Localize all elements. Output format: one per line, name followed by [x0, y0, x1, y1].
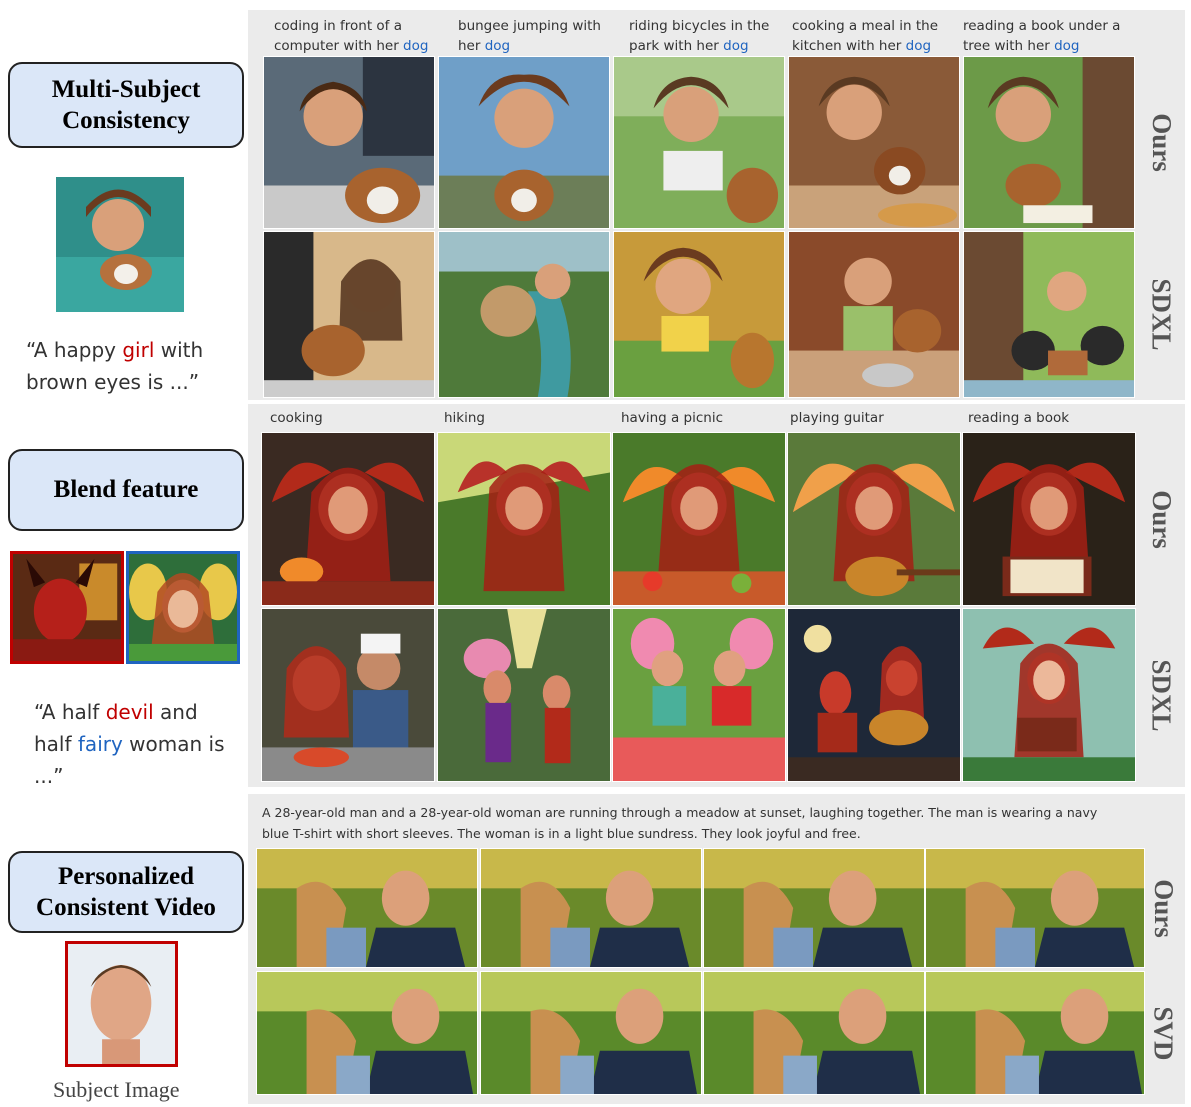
ours-blend-guitar-image [787, 432, 961, 606]
sdxl-reading-image [963, 231, 1135, 398]
caption-blend-picnic: having a picnic [621, 410, 724, 426]
label-line: Consistency [62, 107, 190, 134]
ours-video-frame-2 [480, 848, 702, 968]
row-label-text: Ours [1146, 489, 1177, 549]
sdxl-blend-reading-image [962, 608, 1136, 782]
video-caption: A 28-year-old man and a 28-year-old woma… [262, 805, 1098, 841]
sdxl-bicycle-image [613, 231, 785, 398]
label-line: Consistent Video [36, 894, 216, 921]
caption-highlight: dog [403, 38, 429, 54]
ours-video-frame-3 [703, 848, 925, 968]
ours-blend-reading-image [962, 432, 1136, 606]
prompt-highlight: girl [122, 338, 155, 362]
caption-cooking: cooking a meal in the kitchen with her d… [792, 16, 952, 56]
prompt-highlight: fairy [77, 732, 123, 756]
caption-text: reading a book under a tree with her [963, 18, 1121, 54]
blend-prompt: “A half devil and half fairy woman is ..… [34, 696, 234, 792]
prompt-text: and half [34, 700, 198, 756]
label-line: Blend feature [53, 476, 199, 504]
prompt-text: “A happy [26, 338, 123, 362]
personalized-video-label: Personalized Consistent Video [8, 851, 244, 933]
caption-text: bungee jumping with her [458, 18, 601, 54]
caption-text: riding bicycles in the park with her [629, 18, 770, 54]
svd-video-frame-1 [256, 971, 478, 1095]
subject-face-image [65, 941, 178, 1067]
caption-bicycles: riding bicycles in the park with her dog [629, 16, 789, 56]
ours-coding-image [263, 56, 435, 229]
caption-text: cooking a meal in the kitchen with her [792, 18, 939, 54]
prompt-highlight: devil [105, 700, 154, 724]
reference-girl-image [56, 177, 184, 312]
caption-highlight: dog [905, 38, 932, 54]
caption-coding: coding in front of a computer with her d… [274, 16, 434, 56]
row-label-text: SVD [1148, 1005, 1179, 1061]
row-label-video-svd: SVD [1143, 971, 1183, 1095]
sdxl-bungee-image [438, 231, 610, 398]
subject-image-caption: Subject Image [53, 1077, 180, 1102]
row-label-text: Ours [1148, 878, 1179, 938]
sdxl-blend-cooking-image [261, 608, 435, 782]
row-label-ours: Ours [1141, 56, 1181, 229]
ours-reading-image [963, 56, 1135, 229]
caption-blend-cooking: cooking [270, 410, 323, 426]
row-label-text: SDXL [1146, 278, 1177, 351]
row-label-blend-ours: Ours [1141, 432, 1181, 606]
sdxl-blend-picnic-image [612, 608, 786, 782]
caption-blend-guitar: playing guitar [790, 410, 884, 426]
sdxl-cooking-image [788, 231, 960, 398]
row-label-video-ours: Ours [1143, 848, 1183, 968]
prompt-text: with brown eyes is ...” [26, 338, 204, 394]
caption-highlight: dog [484, 38, 511, 54]
svd-video-frame-2 [480, 971, 702, 1095]
ours-blend-hiking-image [437, 432, 611, 606]
caption-highlight: dog [1054, 38, 1080, 54]
sdxl-coding-image [263, 231, 435, 398]
caption-blend-reading: reading a book [968, 410, 1070, 426]
ours-cooking-image [788, 56, 960, 229]
multi-subject-label: Multi-Subject Consistency [8, 62, 244, 148]
devil-reference-image [10, 551, 124, 664]
ours-blend-cooking-image [261, 432, 435, 606]
prompt-text: “A half [34, 700, 106, 724]
row-label-blend-sdxl: SDXL [1141, 608, 1181, 782]
caption-blend-hiking: hiking [444, 410, 486, 426]
blend-feature-label: Blend feature [8, 449, 244, 531]
ours-video-frame-1 [256, 848, 478, 968]
caption-bungee: bungee jumping with her dog [458, 16, 618, 56]
caption-text: coding in front of a computer with her [274, 18, 404, 54]
row-label-text: Ours [1146, 113, 1177, 172]
ours-bungee-image [438, 56, 610, 229]
label-line: Multi-Subject [51, 75, 201, 103]
prompt-text: woman is ...” [34, 732, 225, 788]
ours-video-frame-4 [925, 848, 1145, 968]
caption-reading: reading a book under a tree with her dog [963, 16, 1133, 56]
row-label-text: SDXL [1146, 658, 1177, 732]
svd-video-frame-3 [703, 971, 925, 1095]
caption-highlight: dog [723, 38, 749, 54]
svd-video-frame-4 [925, 971, 1145, 1095]
row-label-sdxl: SDXL [1141, 231, 1181, 398]
sdxl-blend-guitar-image [787, 608, 961, 782]
label-line: Personalized [57, 862, 195, 890]
sdxl-blend-hiking-image [437, 608, 611, 782]
ours-blend-picnic-image [612, 432, 786, 606]
multi-subject-prompt: “A happy girl with brown eyes is ...” [26, 334, 236, 398]
ours-bicycle-image [613, 56, 785, 229]
fairy-reference-image [126, 551, 240, 664]
